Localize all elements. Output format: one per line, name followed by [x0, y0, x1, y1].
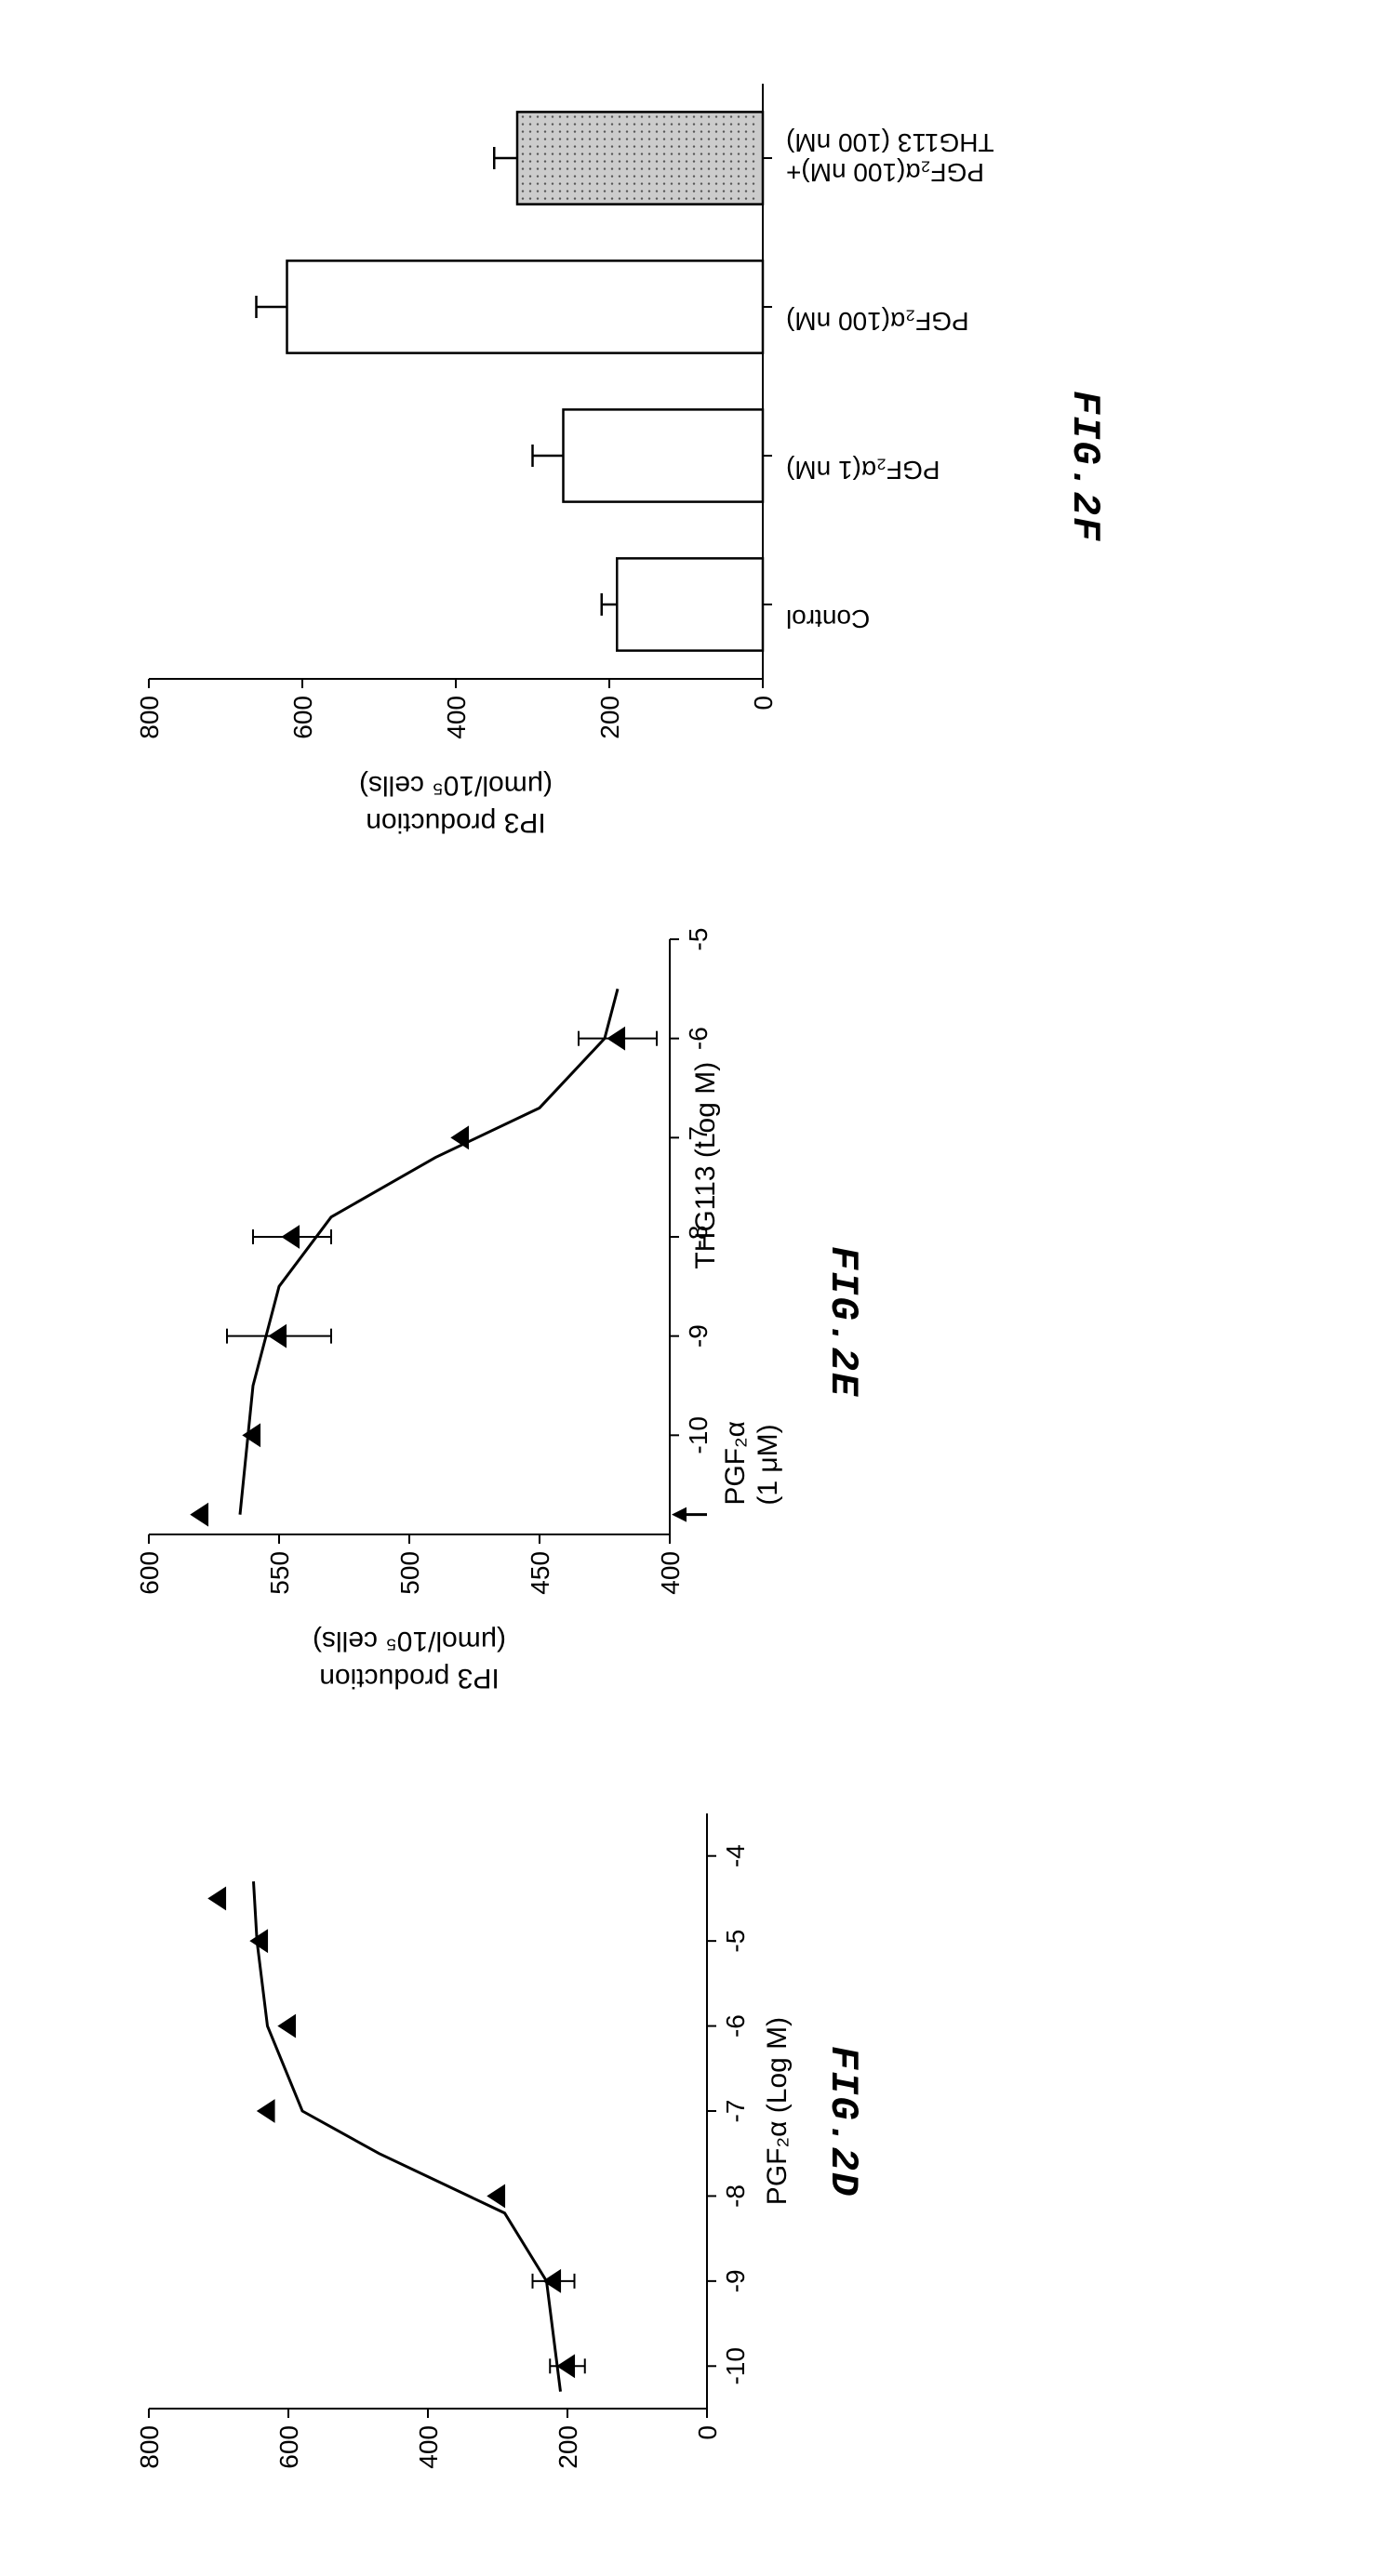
svg-text:-10: -10	[721, 2347, 750, 2384]
svg-text:PGF₂α(1 nM): PGF₂α(1 nM)	[786, 456, 940, 485]
svg-text:-4: -4	[721, 1844, 750, 1867]
svg-text:-5: -5	[684, 928, 713, 951]
panel-fig-2d: 0 200 400 600 800 -10 -9 -8 -7 -6 -5 -4 PGF₂α (Log M…	[112, 1786, 837, 2511]
svg-text:600: 600	[288, 696, 317, 739]
fig-label-2d: FIG.2D	[820, 2046, 865, 2198]
svg-text:-8: -8	[721, 2184, 750, 2208]
chart-2d-svg: 0 200 400 600 800 -10 -9 -8 -7 -6 -5 -4 PGF₂α (Log M…	[112, 1786, 837, 2511]
svg-text:IP3 production: IP3 production	[319, 1663, 499, 1693]
svg-text:PGF₂α(100 nM): PGF₂α(100 nM)	[786, 307, 969, 336]
svg-text:(1 μM): (1 μM)	[753, 1424, 783, 1505]
svg-text:-6: -6	[721, 2014, 750, 2038]
svg-text:400: 400	[442, 696, 471, 739]
svg-text:200: 200	[553, 2425, 582, 2469]
chart-2e-svg: 400450500550600-10-9-8-7-6-5THG113 (Log …	[112, 911, 837, 1711]
svg-text:400: 400	[656, 1551, 685, 1595]
svg-text:550: 550	[265, 1551, 294, 1595]
svg-text:0: 0	[749, 696, 778, 710]
svg-text:PGF₂α(100 nM)+: PGF₂α(100 nM)+	[786, 158, 984, 187]
svg-text:THG113 (Log M): THG113 (Log M)	[690, 1062, 721, 1269]
svg-text:800: 800	[135, 2425, 164, 2469]
svg-text:Control: Control	[786, 604, 870, 633]
chart-2f-svg: 0 200 400 600 800 Control PGF₂α(1 nM) PGF₂α(100…	[112, 56, 1228, 856]
svg-text:-10: -10	[684, 1416, 713, 1454]
svg-text:PGF₂α (Log M): PGF₂α (Log M)	[762, 2017, 793, 2205]
svg-text:-7: -7	[721, 2100, 750, 2123]
svg-text:400: 400	[414, 2425, 443, 2469]
svg-text:450: 450	[526, 1551, 554, 1595]
svg-text:600: 600	[274, 2425, 303, 2469]
svg-text:(μmol/10⁵ cells): (μmol/10⁵ cells)	[313, 1626, 506, 1656]
svg-text:-9: -9	[721, 2269, 750, 2292]
panel-fig-2e: 400450500550600-10-9-8-7-6-5THG113 (Log …	[112, 911, 837, 1711]
svg-text:-9: -9	[684, 1324, 713, 1348]
svg-text:-5: -5	[721, 1930, 750, 1953]
fig-label-2e: FIG.2E	[820, 1246, 865, 1398]
fig-label-2f: FIG.2F	[1062, 391, 1107, 542]
svg-text:-6: -6	[684, 1027, 713, 1050]
svg-text:THG113 (100 nM): THG113 (100 nM)	[786, 128, 994, 157]
svg-text:0: 0	[693, 2425, 722, 2440]
svg-text:(μmol/10⁵ cells): (μmol/10⁵ cells)	[359, 770, 553, 801]
panel-fig-2f: 0 200 400 600 800 Control PGF₂α(1 nM) PGF₂α(100…	[112, 56, 1228, 856]
svg-text:PGF₂α: PGF₂α	[720, 1421, 751, 1506]
svg-text:200: 200	[595, 696, 624, 739]
svg-text:500: 500	[395, 1551, 424, 1595]
svg-text:600: 600	[135, 1551, 164, 1595]
svg-text:800: 800	[135, 696, 164, 739]
svg-text:IP3 production: IP3 production	[366, 807, 545, 838]
